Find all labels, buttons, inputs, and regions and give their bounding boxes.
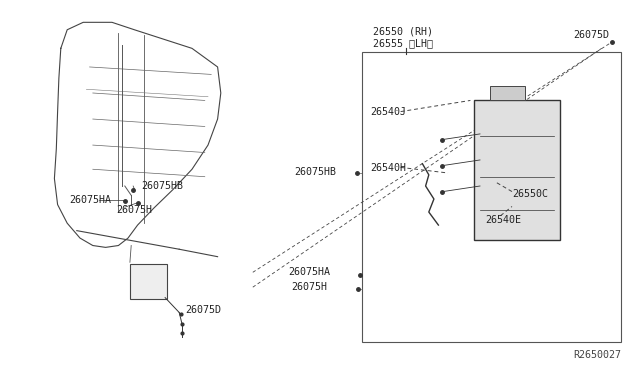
Text: 26075HB: 26075HB — [141, 181, 183, 191]
Bar — [130, 264, 167, 299]
Text: 26540E: 26540E — [485, 215, 521, 225]
Text: 26550 (RH): 26550 (RH) — [373, 27, 433, 36]
Text: 26075H: 26075H — [116, 205, 152, 215]
Text: 26075HA: 26075HA — [69, 195, 111, 205]
Text: 26550C: 26550C — [512, 189, 548, 199]
Bar — [474, 100, 560, 240]
Text: 26075HB: 26075HB — [294, 167, 337, 177]
Text: 26075HA: 26075HA — [288, 267, 330, 277]
Text: 26555 〈LH〉: 26555 〈LH〉 — [373, 38, 433, 48]
Text: 26075H: 26075H — [291, 282, 327, 292]
Text: R2650027: R2650027 — [573, 350, 621, 360]
Text: 26540H: 26540H — [370, 163, 406, 173]
Bar — [490, 86, 525, 100]
Text: 26540J: 26540J — [370, 107, 406, 116]
Text: 26075D: 26075D — [573, 31, 609, 40]
Bar — [362, 52, 621, 342]
Text: 26075D: 26075D — [186, 305, 221, 314]
